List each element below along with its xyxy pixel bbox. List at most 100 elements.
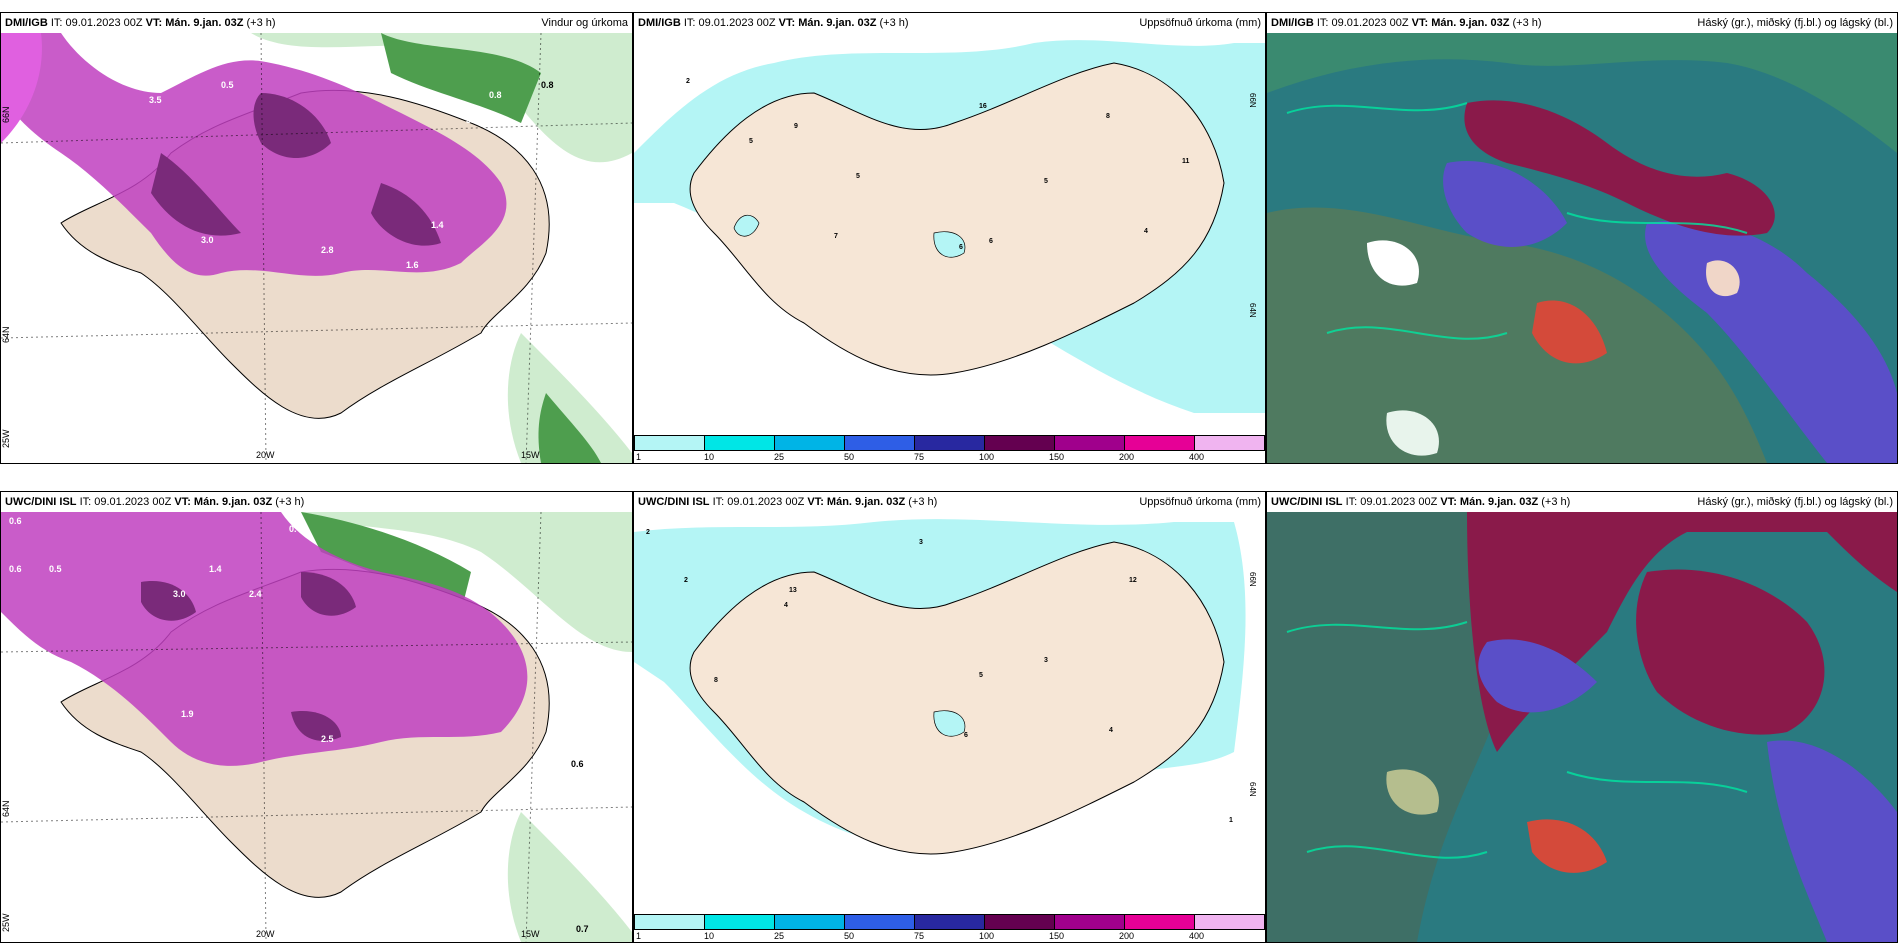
- panel-clouds-uwc: UWC/DINI ISL IT: 09.01.2023 00Z VT: Mán.…: [1266, 491, 1898, 943]
- precip-label: 0.8: [541, 80, 554, 90]
- accum-precip-map: 2 2 3 4 12 13 8 6 5 3 4 1 66N 64N: [634, 512, 1265, 914]
- accum-label: 4: [784, 602, 788, 609]
- colorbar-swatch: [774, 435, 845, 451]
- colorbar-swatch: [1124, 435, 1195, 451]
- panel-accum-precip-uwc: UWC/DINI ISL IT: 09.01.2023 00Z VT: Mán.…: [633, 491, 1266, 943]
- colorbar-swatch: [704, 914, 775, 930]
- precip-label: 0.5: [49, 564, 62, 574]
- panel-header: DMI/IGB IT: 09.01.2023 00Z VT: Mán. 9.ja…: [1267, 13, 1897, 33]
- valid-time: Mán. 9.jan. 03Z: [1431, 17, 1510, 29]
- precip-label: 2.6: [431, 97, 444, 107]
- colorbar-swatch: [984, 435, 1055, 451]
- accum-label: 5: [856, 173, 860, 180]
- cloud-map: [1267, 33, 1897, 463]
- valid-time: Mán. 9.jan. 03Z: [1459, 496, 1539, 508]
- accum-label: 13: [789, 587, 797, 594]
- colorbar-tick: 25: [774, 452, 785, 462]
- accum-label: 12: [1129, 577, 1137, 584]
- valid-time: Mán. 9.jan. 03Z: [798, 17, 877, 29]
- colorbar-tick: 75: [914, 931, 925, 941]
- precip-label: 1.4: [209, 564, 222, 574]
- precip-label: 2.5: [321, 734, 334, 744]
- colorbar-tick: 50: [844, 931, 855, 941]
- precip-label: 2.8: [321, 245, 334, 255]
- lat-label-64n: 64N: [1248, 303, 1257, 318]
- panel-title: Uppsöfnuð úrkoma (mm): [1139, 17, 1261, 29]
- precip-label: 3.0: [201, 235, 214, 245]
- precip-label: 0.8: [489, 90, 502, 100]
- panel-wind-precip-uwc: UWC/DINI ISL IT: 09.01.2023 00Z VT: Mán.…: [0, 491, 633, 943]
- accum-label: 5: [1044, 178, 1048, 185]
- lon-label-25w: 25W: [1, 913, 11, 932]
- colorbar-swatch: [1194, 914, 1265, 930]
- colorbar-swatch: [774, 914, 845, 930]
- colorbar-swatch: [984, 914, 1055, 930]
- colorbar-swatch: [1054, 435, 1125, 451]
- panel-header: DMI/IGB IT: 09.01.2023 00Z VT: Mán. 9.ja…: [1, 13, 632, 33]
- precip-label: 0.7: [576, 924, 589, 934]
- panel-header: UWC/DINI ISL IT: 09.01.2023 00Z VT: Mán.…: [1, 492, 632, 512]
- lon-label-25w: 25W: [1, 429, 11, 448]
- colorbar-tick: 150: [1049, 931, 1065, 941]
- colorbar-tick: 25: [774, 931, 785, 941]
- init-time: IT: 09.01.2023 00Z: [1316, 17, 1409, 29]
- accum-label: 6: [964, 732, 968, 739]
- colorbar-tick: 200: [1119, 931, 1135, 941]
- precip-label: 1.9: [181, 709, 194, 719]
- cloud-map: [1267, 512, 1897, 942]
- precip-label: 0.5: [241, 45, 254, 55]
- accum-label: 3: [919, 539, 923, 546]
- colorbar-swatch: [1194, 435, 1265, 451]
- accum-label: 6: [989, 238, 993, 245]
- valid-time-label: VT:: [807, 496, 824, 508]
- colorbar: 1 10 25 50 75 100 150 200 400: [634, 435, 1265, 463]
- colorbar-tick: 100: [979, 931, 995, 941]
- init-time: IT: 09.01.2023 00Z: [50, 17, 143, 29]
- lead-time: (+3 h): [275, 496, 305, 508]
- accum-label: 8: [714, 677, 718, 684]
- lead-time: (+3 h): [879, 17, 909, 29]
- accum-label: 4: [1109, 727, 1113, 734]
- init-time: IT: 09.01.2023 00Z: [79, 496, 172, 508]
- precip-label: 0.4: [289, 524, 302, 534]
- accum-precip-map: 2 5 9 7 5 6 5 8 11 4 16 6 66N 64N: [634, 33, 1265, 435]
- lat-label-66n: 66N: [1248, 93, 1257, 108]
- panel-header: UWC/DINI ISL IT: 09.01.2023 00Z VT: Mán.…: [1267, 492, 1897, 512]
- lat-label-66n: 66N: [1, 106, 11, 123]
- accum-label: 2: [686, 78, 690, 85]
- colorbar-tick: 100: [979, 452, 995, 462]
- lon-label-15w: 15W: [521, 450, 540, 460]
- colorbar-swatch: [1054, 914, 1125, 930]
- model-name: UWC/DINI ISL: [638, 496, 710, 508]
- accum-label: 2: [646, 529, 650, 536]
- accum-label: 7: [834, 233, 838, 240]
- panel-title: Vindur og úrkoma: [541, 17, 628, 29]
- precip-label: 3.9: [466, 115, 479, 125]
- colorbar-tick: 1: [636, 452, 642, 462]
- valid-time: Mán. 9.jan. 03Z: [826, 496, 906, 508]
- colorbar-tick: 1: [636, 931, 642, 941]
- precip-label: 1.4: [431, 220, 444, 230]
- colorbar-tick: 150: [1049, 452, 1065, 462]
- init-time: IT: 09.01.2023 00Z: [712, 496, 805, 508]
- colorbar-tick: 10: [704, 931, 715, 941]
- colorbar-tick: 50: [844, 452, 855, 462]
- panel-wind-precip-dmi: DMI/IGB IT: 09.01.2023 00Z VT: Mán. 9.ja…: [0, 12, 633, 464]
- valid-time-label: VT:: [1411, 17, 1429, 29]
- precip-label: 0.5: [221, 80, 234, 90]
- accum-label: 16: [979, 103, 987, 110]
- accum-label: 3: [1044, 657, 1048, 664]
- accum-label: 2: [684, 577, 688, 584]
- panel-title: Háský (gr.), miðský (fj.bl.) og lágský (…: [1697, 496, 1893, 508]
- precip-label: 1.3: [469, 589, 482, 599]
- precip-label: 1.6: [406, 260, 419, 270]
- lat-label-64n: 64N: [1, 326, 11, 343]
- wind-precip-map: 0.5 0.5 3.5 2.6 0.8 0.8 3.9 3.0 2.8 1.4 …: [1, 33, 632, 463]
- precip-label: 2.4: [249, 589, 262, 599]
- model-name: DMI/IGB: [1271, 17, 1314, 29]
- colorbar-swatch: [634, 914, 705, 930]
- valid-time-label: VT:: [145, 17, 163, 29]
- colorbar-tick: 10: [704, 452, 715, 462]
- model-name: DMI/IGB: [638, 17, 681, 29]
- accum-label: 9: [794, 123, 798, 130]
